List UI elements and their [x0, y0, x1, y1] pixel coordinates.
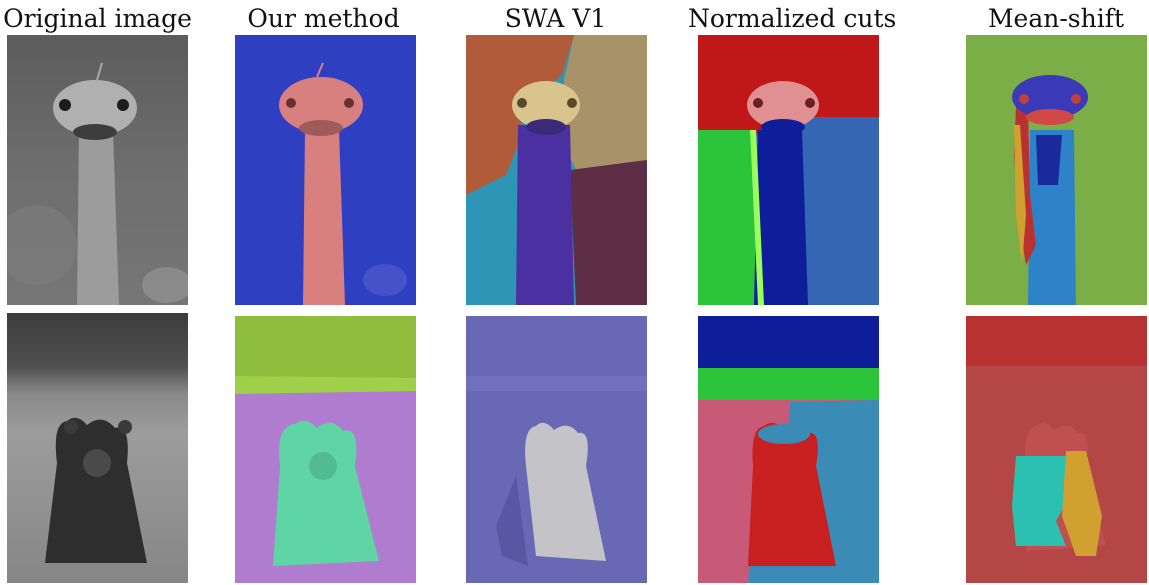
ostrich-mean-shift-segmentation — [966, 35, 1147, 305]
column-title-original-image: Original image — [3, 4, 192, 33]
ostrich-swa-v1-segmentation — [466, 35, 647, 305]
column-title-swa-v1: SWA V1 — [504, 4, 607, 33]
bear-our-method-segmentation — [235, 316, 416, 583]
bear-original-image — [7, 313, 188, 583]
column-title-our-method: Our method — [247, 4, 400, 33]
ostrich-original-image — [7, 35, 188, 305]
bear-swa-v1-segmentation — [466, 316, 647, 583]
ostrich-normalized-cuts-segmentation — [698, 35, 879, 305]
bear-normalized-cuts-segmentation — [698, 316, 879, 583]
ostrich-our-method-segmentation — [235, 35, 416, 305]
column-title-mean-shift: Mean-shift — [987, 4, 1125, 33]
bear-mean-shift-segmentation — [966, 316, 1147, 583]
column-title-normalized-cuts: Normalized cuts — [688, 4, 897, 33]
